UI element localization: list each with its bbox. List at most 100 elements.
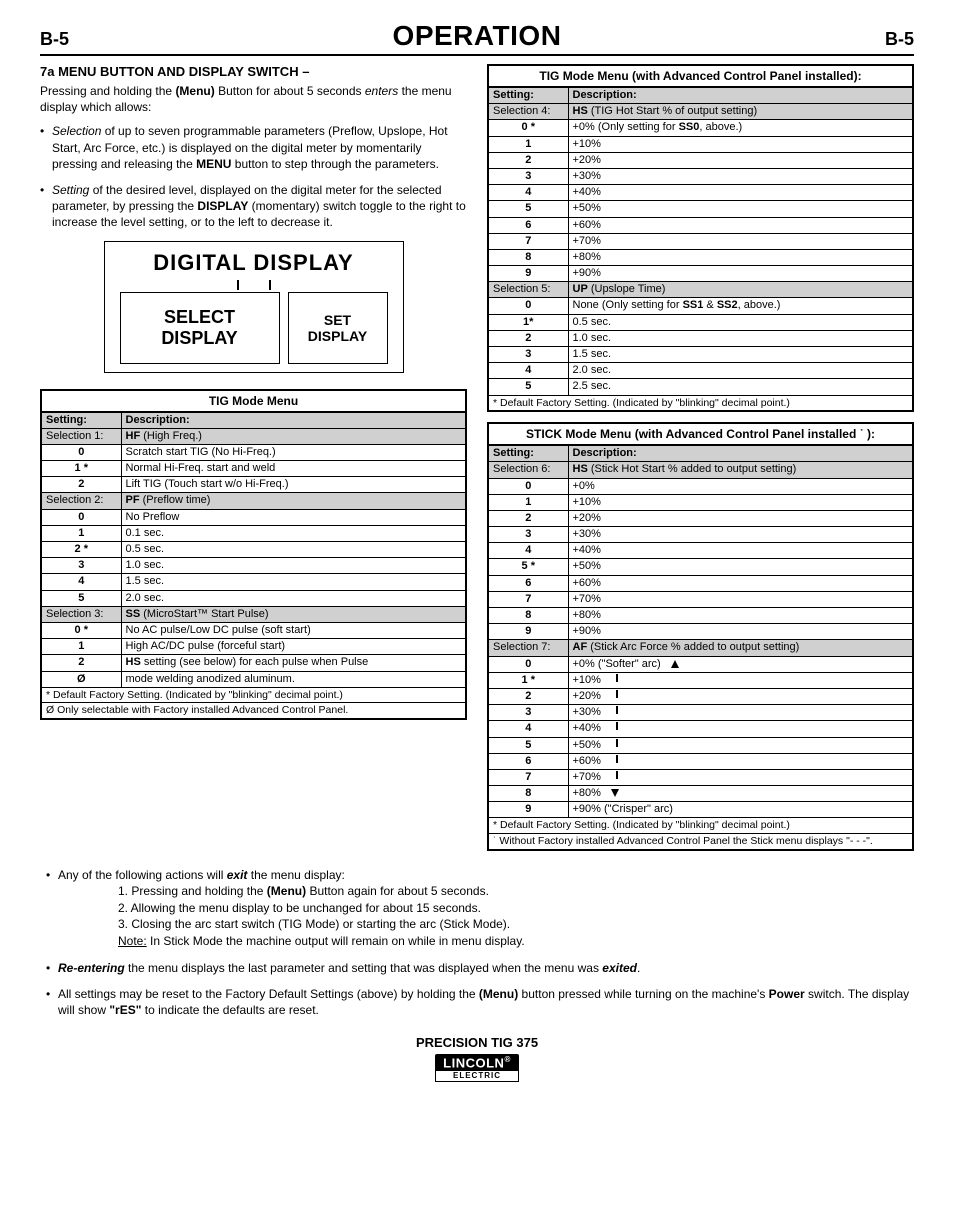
table-row-description: +50% (568, 737, 913, 753)
table-row-setting: 6 (488, 753, 568, 769)
table-footnote: ˙ Without Factory installed Advanced Con… (488, 834, 913, 850)
table-row-setting: 4 (488, 363, 568, 379)
table-row-setting: 8 (488, 608, 568, 624)
table-row-description: mode welding anodized aluminum. (121, 671, 466, 687)
table-row-description: +70% (568, 769, 913, 785)
table-row-description: +40% (568, 543, 913, 559)
table-row-setting: Selection 3: (41, 606, 121, 622)
table-row-setting: 1 * (488, 672, 568, 688)
table-row-setting: 8 (488, 786, 568, 802)
exit-sub-1: 1. Pressing and holding the (Menu) Butto… (118, 883, 914, 900)
table-row-description: +30% (568, 705, 913, 721)
table-row-description: Scratch start TIG (No Hi-Freq.) (121, 444, 466, 460)
right-column: TIG Mode Menu (with Advanced Control Pan… (487, 64, 914, 857)
table-row-setting: 6 (488, 575, 568, 591)
exit-sub-list: 1. Pressing and holding the (Menu) Butto… (118, 883, 914, 950)
table-row-setting: 0 (488, 656, 568, 672)
table-row-setting: 1 * (41, 461, 121, 477)
col-setting: Setting: (488, 445, 568, 462)
table-row-description: 2.5 sec. (568, 379, 913, 395)
intro-paragraph: Pressing and holding the (Menu) Button f… (40, 83, 467, 115)
section-heading: 7a MENU BUTTON AND DISPLAY SWITCH – (40, 64, 467, 79)
table-row-description: 1.0 sec. (568, 330, 913, 346)
table-row-setting: 0 (41, 444, 121, 460)
table-row-description: UP (Upslope Time) (568, 282, 913, 298)
table-row-setting: 4 (488, 543, 568, 559)
table-row-setting: 7 (488, 233, 568, 249)
col-setting: Setting: (41, 412, 121, 429)
table-row-setting: 1 (488, 494, 568, 510)
table-row-description: +60% (568, 217, 913, 233)
reenter-bullet: Re-entering the menu displays the last p… (40, 960, 914, 976)
logo-brand: LINCOLN® (435, 1054, 519, 1071)
table-row-description: +50% (568, 201, 913, 217)
table-row-setting: Selection 7: (488, 640, 568, 656)
table-footnote: * Default Factory Setting. (Indicated by… (488, 395, 913, 411)
table-row-setting: 5 * (488, 559, 568, 575)
table-row-description: +30% (568, 527, 913, 543)
table-row-description: +60% (568, 753, 913, 769)
table-row-setting: 1 (41, 525, 121, 541)
col-description: Description: (121, 412, 466, 429)
table-row-description: 0.5 sec. (568, 314, 913, 330)
table-row-setting: 6 (488, 217, 568, 233)
table-row-description: 0.1 sec. (121, 525, 466, 541)
table-row-description: +40% (568, 721, 913, 737)
table-row-setting: 4 (488, 721, 568, 737)
exit-sub-2: 2. Allowing the menu display to be uncha… (118, 900, 914, 917)
logo-sub: ELECTRIC (435, 1071, 519, 1082)
table-row-setting: Ø (41, 671, 121, 687)
model-name: PRECISION TIG 375 (40, 1035, 914, 1050)
col-description: Description: (568, 87, 913, 104)
table-row-setting: 2 (488, 330, 568, 346)
table-row-setting: 2 (488, 688, 568, 704)
table-row-setting: 0 (41, 509, 121, 525)
table-row-description: +20% (568, 688, 913, 704)
table-row-setting: 4 (488, 185, 568, 201)
table-row-description: 1.0 sec. (121, 558, 466, 574)
table-row-description: HS (Stick Hot Start % added to output se… (568, 462, 913, 478)
table-row-setting: Selection 1: (41, 428, 121, 444)
table-caption: TIG Mode Menu (40, 389, 467, 411)
table-row-setting: 7 (488, 591, 568, 607)
bullet-list: Selection of up to seven programmable pa… (40, 123, 467, 230)
table-row-description: 1.5 sec. (121, 574, 466, 590)
table-row-setting: Selection 4: (488, 104, 568, 120)
table-row-setting: 1 (41, 639, 121, 655)
table-row-setting: 0 (488, 478, 568, 494)
stick-mode-menu-table: STICK Mode Menu (with Advanced Control P… (487, 422, 914, 851)
page-footer: PRECISION TIG 375 LINCOLN® ELECTRIC (40, 1035, 914, 1082)
lincoln-logo: LINCOLN® ELECTRIC (435, 1054, 519, 1082)
table-row-setting: 2 (41, 477, 121, 493)
page-title: OPERATION (393, 20, 562, 52)
table-row-setting: 9 (488, 802, 568, 818)
table-footnote: * Default Factory Setting. (Indicated by… (41, 687, 466, 703)
tig-mode-menu-table: TIG Mode Menu Setting:Description: Selec… (40, 389, 467, 720)
table-row-description: 1.5 sec. (568, 347, 913, 363)
table-row-setting: 8 (488, 249, 568, 265)
table-row-description: High AC/DC pulse (forceful start) (121, 639, 466, 655)
table-row-description: +20% (568, 152, 913, 168)
reset-bullet: All settings may be reset to the Factory… (40, 986, 914, 1018)
tig-advanced-menu-table: TIG Mode Menu (with Advanced Control Pan… (487, 64, 914, 412)
bullet-setting: Setting of the desired level, displayed … (40, 182, 467, 231)
table-caption: STICK Mode Menu (with Advanced Control P… (487, 422, 914, 444)
page-header: B-5 OPERATION B-5 (40, 20, 914, 56)
table-row-setting: 4 (41, 574, 121, 590)
table-row-description: No AC pulse/Low DC pulse (soft start) (121, 622, 466, 638)
diagram-title: DIGITAL DISPLAY (113, 250, 395, 276)
table-footnote: * Default Factory Setting. (Indicated by… (488, 818, 913, 834)
table-row-setting: 1* (488, 314, 568, 330)
table-row-description: 2.0 sec. (568, 363, 913, 379)
table-row-setting: 9 (488, 624, 568, 640)
table-row-description: +90% (568, 624, 913, 640)
table-row-setting: 7 (488, 769, 568, 785)
table-row-description: +90% ("Crisper" arc) (568, 802, 913, 818)
table-row-setting: 3 (41, 558, 121, 574)
table-row-description: None (Only setting for SS1 & SS2, above.… (568, 298, 913, 314)
bullet-selection: Selection of up to seven programmable pa… (40, 123, 467, 172)
table-row-setting: 9 (488, 266, 568, 282)
table-row-description: +10% (568, 672, 913, 688)
table-row-description: HS (TIG Hot Start % of output setting) (568, 104, 913, 120)
table-row-setting: 2 * (41, 542, 121, 558)
